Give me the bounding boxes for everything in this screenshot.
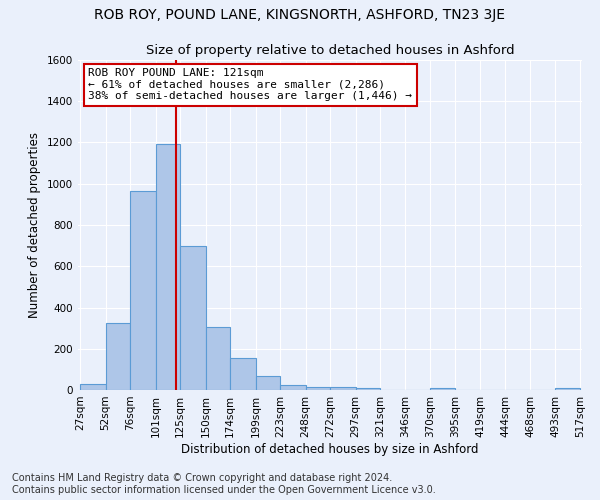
Bar [305,387,330,390]
Bar [130,191,155,390]
Bar [356,388,380,390]
Bar [180,246,206,390]
Text: Contains HM Land Registry data © Crown copyright and database right 2024.
Contai: Contains HM Land Registry data © Crown c… [12,474,436,495]
Bar [556,388,580,390]
Bar [430,388,455,390]
Y-axis label: Number of detached properties: Number of detached properties [28,132,41,318]
X-axis label: Distribution of detached houses by size in Ashford: Distribution of detached houses by size … [181,442,479,456]
Text: ROB ROY POUND LANE: 121sqm
← 61% of detached houses are smaller (2,286)
38% of s: ROB ROY POUND LANE: 121sqm ← 61% of deta… [88,68,412,102]
Bar [155,144,180,390]
Bar [206,327,230,390]
Text: ROB ROY, POUND LANE, KINGSNORTH, ASHFORD, TN23 3JE: ROB ROY, POUND LANE, KINGSNORTH, ASHFORD… [95,8,505,22]
Title: Size of property relative to detached houses in Ashford: Size of property relative to detached ho… [146,44,514,58]
Bar [330,387,356,390]
Bar [230,358,256,390]
Bar [256,376,280,390]
Bar [280,385,305,390]
Bar [106,323,130,390]
Bar [80,384,106,390]
